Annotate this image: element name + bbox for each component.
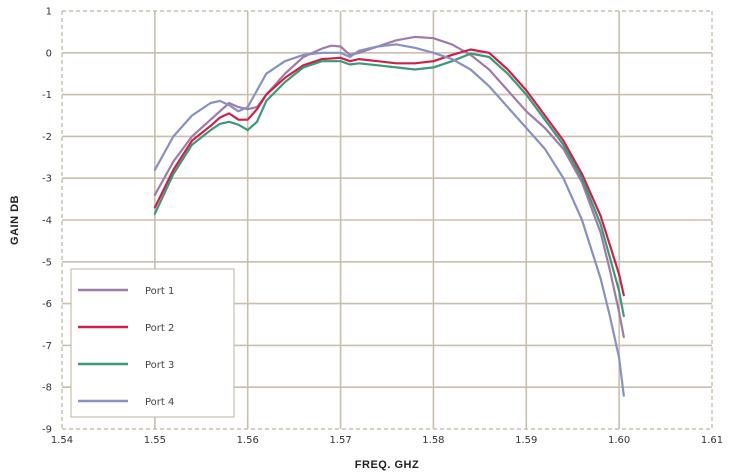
y-tick-label: -4 (42, 216, 52, 227)
legend-label: Port 4 (145, 397, 174, 408)
y-tick-label: -9 (42, 425, 52, 436)
y-tick-label: 0 (46, 48, 52, 59)
y-tick-label: -8 (42, 383, 52, 394)
y-tick-label: -1 (42, 90, 52, 101)
legend-label: Port 1 (145, 286, 174, 297)
x-tick-label: 1.61 (701, 435, 723, 446)
y-tick-label: 1 (46, 7, 52, 18)
y-tick-label: -6 (42, 299, 52, 310)
x-tick-label: 1.58 (422, 435, 444, 446)
y-tick-labels: 1 0 -1 -2 -3 -4 -5 -6 -7 -8 -9 (42, 7, 52, 436)
y-tick-label: -3 (42, 174, 52, 185)
y-tick-label: -7 (42, 341, 52, 352)
x-tick-labels: 1.54 1.55 1.56 1.57 1.58 1.59 1.60 1.61 (51, 435, 723, 446)
x-tick-label: 1.55 (144, 435, 166, 446)
x-tick-label: 1.54 (51, 435, 73, 446)
x-axis-title: FREQ. GHZ (355, 459, 419, 471)
x-tick-label: 1.56 (237, 435, 259, 446)
x-tick-label: 1.59 (515, 435, 537, 446)
y-axis-title: GAIN DB (9, 195, 21, 245)
series-line-port-3 (153, 52, 625, 318)
legend-label: Port 3 (145, 360, 174, 371)
series-line-port-2 (153, 48, 625, 297)
y-tick-label: -5 (42, 257, 52, 268)
x-tick-label: 1.60 (608, 435, 630, 446)
y-tick-label: -2 (42, 132, 52, 143)
legend-box (70, 268, 235, 418)
series-line-port-1 (153, 35, 625, 339)
series-line-port-4 (153, 43, 625, 397)
x-tick-label: 1.57 (329, 435, 351, 446)
legend: Port 1 Port 2 Port 3 Port 4 (70, 268, 235, 418)
legend-label: Port 2 (145, 323, 174, 334)
series-lines (153, 35, 625, 397)
